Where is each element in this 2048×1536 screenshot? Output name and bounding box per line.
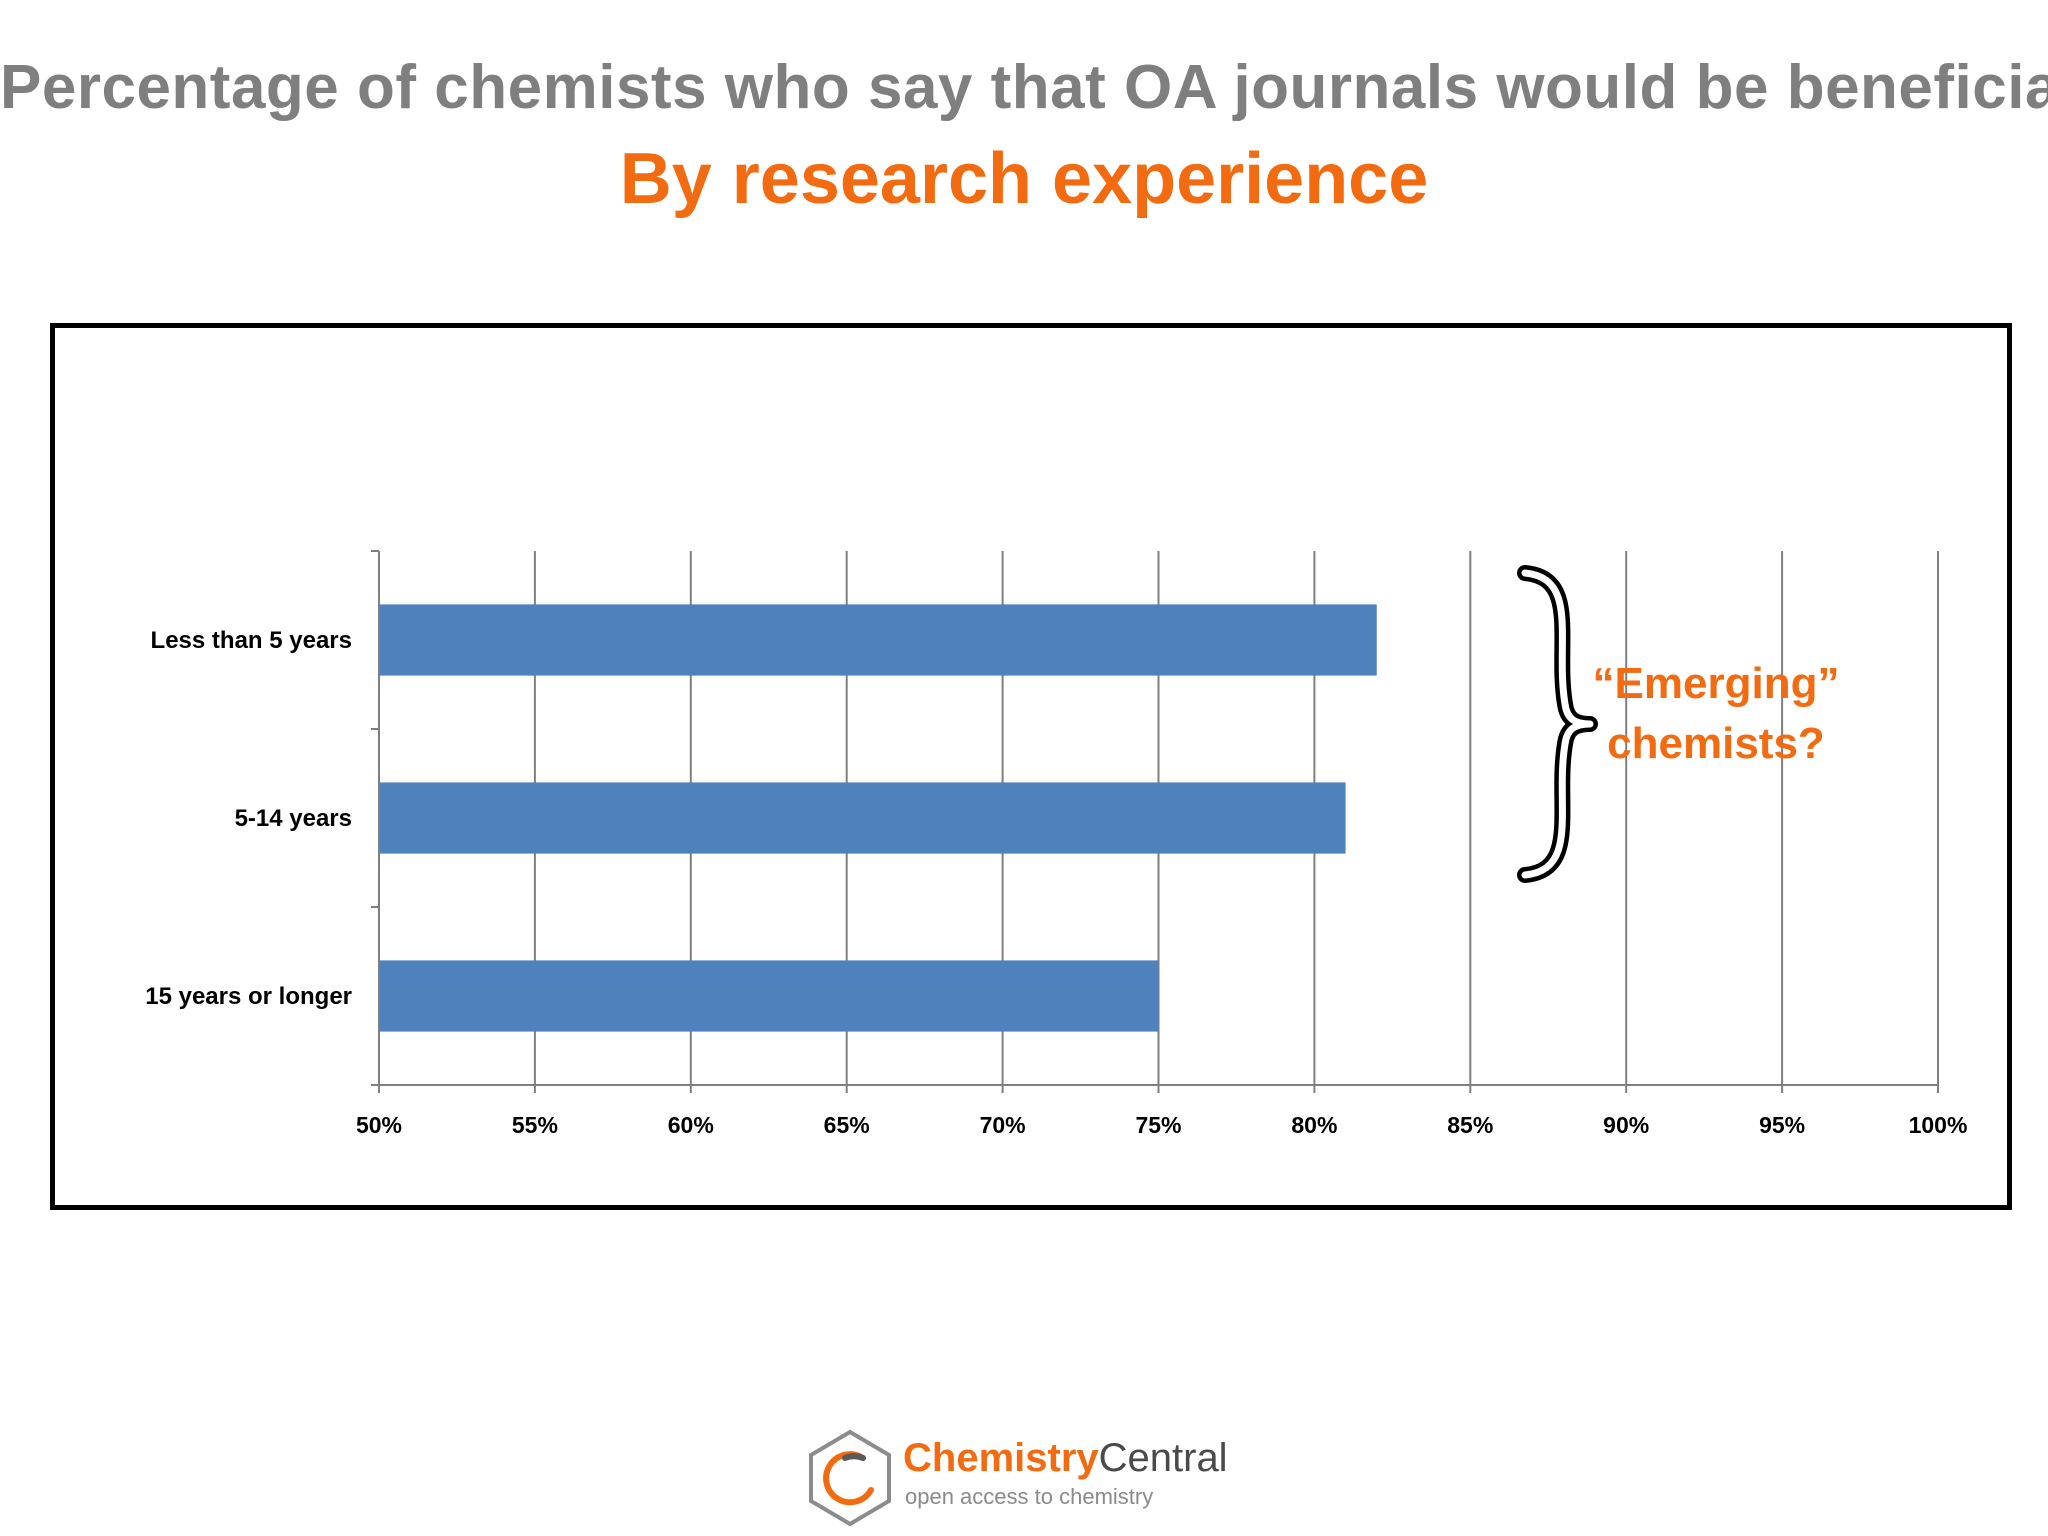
category-label: 5-14 years	[235, 805, 352, 832]
bar	[379, 782, 1346, 854]
hexagon-ring-logo-icon	[809, 1429, 891, 1527]
x-tick-label: 65%	[824, 1112, 870, 1138]
curly-brace-highlight	[1521, 569, 1594, 879]
x-tick-label: 90%	[1603, 1112, 1649, 1138]
x-tick-label: 85%	[1447, 1112, 1493, 1138]
bar-chart: 50% 55% 60% 65% 70% 75% 80% 85% 90% 95% 100% Less t…	[145, 550, 1968, 1138]
logo-wordmark: ChemistryCentral	[903, 1436, 1228, 1480]
category-label: Less than 5 years	[151, 627, 352, 654]
x-tick-label: 55%	[512, 1112, 558, 1138]
bar	[379, 604, 1377, 676]
page-title: Percentage of chemists who say that OA j…	[0, 53, 2048, 122]
x-tick-label: 50%	[356, 1112, 402, 1138]
logo-tagline: open access to chemistry	[905, 1484, 1154, 1509]
page-subtitle: By research experience	[619, 139, 1429, 219]
chart-frame: 50% 55% 60% 65% 70% 75% 80% 85% 90% 95% 100% Less t…	[50, 323, 2012, 1210]
logo-name-part2: Central	[1098, 1436, 1228, 1480]
x-tick-label: 100%	[1909, 1112, 1968, 1138]
chemistry-central-logo: ChemistryCentral open access to chemistr…	[805, 1428, 1235, 1528]
annotation-text: chemists?	[1607, 719, 1825, 768]
bar	[379, 960, 1159, 1032]
logo-name-part1: Chemistry	[903, 1436, 1099, 1480]
x-tick-label: 95%	[1759, 1112, 1805, 1138]
category-label: 15 years or longer	[145, 983, 352, 1010]
x-tick-label: 80%	[1291, 1112, 1337, 1138]
x-tick-label: 70%	[980, 1112, 1026, 1138]
x-tick-label: 60%	[668, 1112, 714, 1138]
annotation-text: “Emerging”	[1593, 659, 1840, 708]
x-tick-label: 75%	[1135, 1112, 1181, 1138]
